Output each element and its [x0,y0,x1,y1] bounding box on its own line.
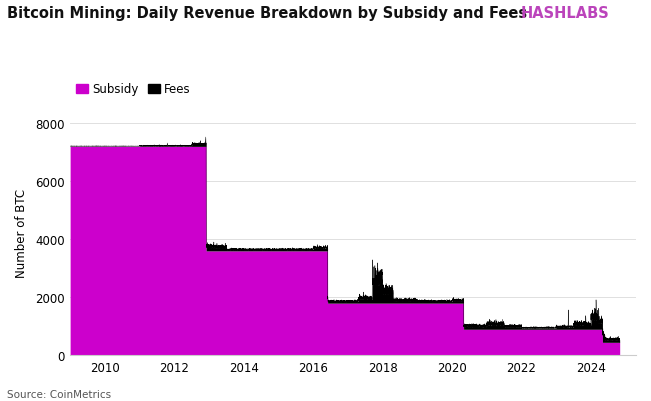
Legend: Subsidy, Fees: Subsidy, Fees [76,83,190,96]
Text: Bitcoin Mining: Daily Revenue Breakdown by Subsidy and Fees: Bitcoin Mining: Daily Revenue Breakdown … [7,6,527,21]
Y-axis label: Number of BTC: Number of BTC [15,188,28,277]
Text: HASHLABS: HASHLABS [521,6,609,21]
Text: Source: CoinMetrics: Source: CoinMetrics [7,389,111,399]
